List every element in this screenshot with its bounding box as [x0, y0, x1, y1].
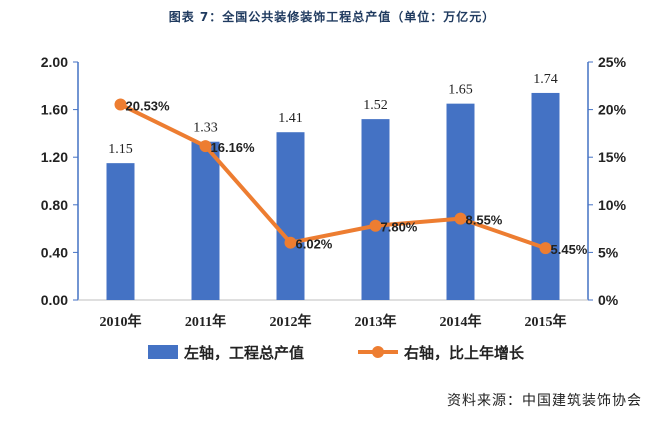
line-data-label: 7.80%	[381, 220, 418, 235]
y-right-tick-label: 20%	[598, 102, 627, 118]
bar	[531, 92, 560, 300]
y-right-tick-label: 10%	[598, 197, 627, 213]
bar-data-label: 1.15	[108, 142, 133, 157]
bar-data-label: 1.74	[533, 72, 558, 87]
bar	[191, 141, 220, 300]
bar-data-label: 1.52	[363, 98, 388, 113]
x-tick-label: 2012年	[270, 313, 312, 330]
y-right-tick-label: 0%	[598, 292, 619, 308]
legend-bar-label: 左轴，工程总产值	[183, 344, 304, 362]
line-data-label: 6.02%	[296, 237, 333, 252]
growth-point	[114, 98, 127, 111]
growth-point	[284, 236, 297, 249]
bar	[276, 132, 305, 300]
y-left-tick-label: 0.40	[41, 244, 68, 260]
y-left-tick-label: 1.60	[41, 102, 68, 118]
bar-data-label: 1.41	[278, 111, 303, 126]
legend-line-marker	[372, 346, 384, 358]
bar	[106, 163, 135, 300]
bar-data-label: 1.33	[193, 121, 218, 136]
line-data-label: 5.45%	[551, 242, 588, 257]
x-tick-label: 2013年	[355, 313, 397, 330]
bar	[361, 119, 390, 301]
y-right-tick-label: 15%	[598, 149, 627, 165]
y-left-tick-label: 2.00	[41, 54, 68, 70]
line-data-label: 8.55%	[466, 213, 503, 228]
growth-point	[369, 219, 382, 232]
growth-point	[539, 242, 552, 255]
chart-title: 图表 7：全国公共装修装饰工程总产值（单位：万亿元）	[168, 10, 496, 24]
x-tick-label: 2011年	[185, 313, 226, 330]
y-left-tick-label: 0.80	[41, 197, 68, 213]
x-tick-label: 2010年	[100, 313, 142, 330]
x-tick-label: 2015年	[525, 313, 567, 330]
legend-bar-swatch	[148, 345, 178, 359]
source-note: 资料来源：中国建筑装饰协会	[447, 393, 642, 409]
growth-line	[119, 102, 547, 251]
growth-point	[454, 212, 467, 225]
x-tick-label: 2014年	[440, 313, 482, 330]
legend-line-label: 右轴，比上年增长	[404, 344, 525, 362]
y-right-tick-label: 5%	[598, 244, 619, 260]
line-data-label: 16.16%	[211, 140, 256, 155]
y-left-tick-label: 0.00	[41, 292, 68, 308]
y-right-tick-label: 25%	[598, 54, 627, 70]
y-left-tick-label: 1.20	[41, 149, 68, 165]
bar	[446, 103, 475, 301]
growth-point	[199, 140, 212, 153]
line-data-label: 20.53%	[126, 99, 171, 114]
bar-data-label: 1.65	[448, 83, 473, 98]
